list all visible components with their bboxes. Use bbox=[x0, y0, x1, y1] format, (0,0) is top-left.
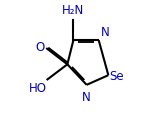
Text: Se: Se bbox=[109, 70, 124, 83]
Text: N: N bbox=[82, 91, 91, 104]
Text: N: N bbox=[101, 26, 109, 39]
Text: HO: HO bbox=[29, 82, 47, 95]
Text: H₂N: H₂N bbox=[62, 4, 85, 17]
Text: O: O bbox=[35, 41, 45, 54]
